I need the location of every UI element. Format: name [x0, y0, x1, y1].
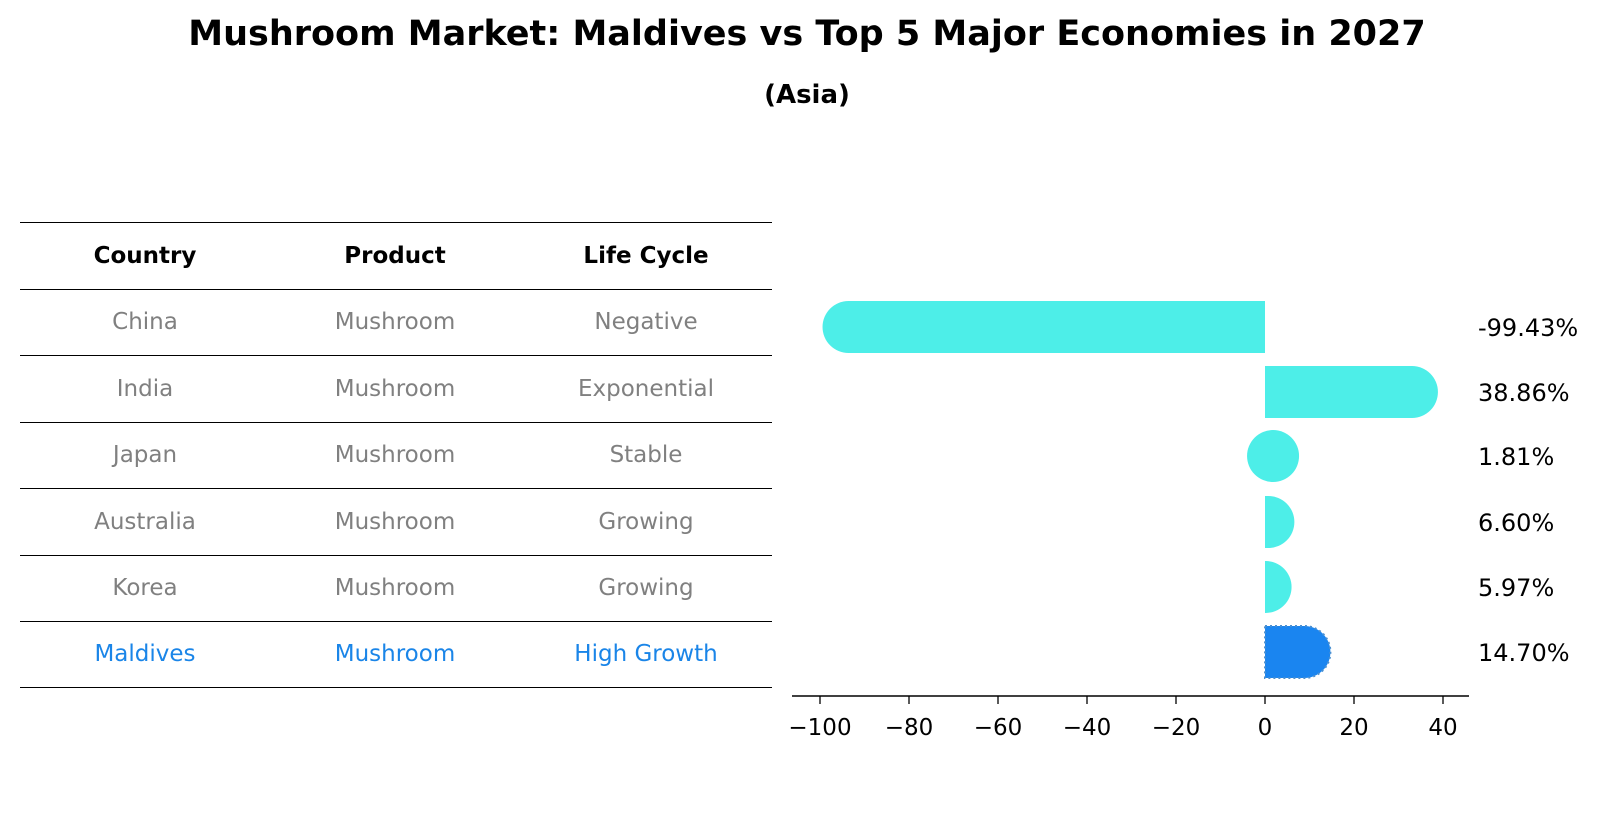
- value-label: 14.70%: [1478, 639, 1570, 667]
- life-cycle-cell: Exponential: [577, 375, 714, 402]
- bar-highlight-outline: [1264, 625, 1332, 679]
- bar-highlight: [1265, 626, 1331, 678]
- header-life-cycle: Life Cycle: [583, 242, 709, 269]
- x-tick-label: −40: [1063, 715, 1112, 741]
- product-cell: Mushroom: [334, 442, 456, 469]
- table-row: China Mushroom Negative: [20, 288, 772, 356]
- chart-title: Mushroom Market: Maldives vs Top 5 Major…: [188, 14, 1426, 54]
- table-row: Korea Mushroom Growing: [20, 554, 772, 622]
- life-cycle-cell: High Growth: [574, 641, 718, 668]
- country-cell: Maldives: [94, 641, 196, 668]
- table-row-highlight: Maldives Mushroom High Growth: [20, 621, 772, 688]
- header-country: Country: [93, 242, 197, 269]
- x-tick-label: −20: [1152, 715, 1201, 741]
- country-cell: China: [112, 309, 178, 336]
- bar: [1247, 430, 1300, 482]
- country-cell: Australia: [94, 508, 196, 535]
- value-label: 6.60%: [1478, 509, 1554, 537]
- product-cell: Mushroom: [334, 309, 456, 336]
- table-row: Japan Mushroom Stable: [20, 421, 772, 489]
- bar: [1265, 496, 1295, 548]
- life-cycle-cell: Growing: [598, 575, 694, 602]
- x-tick-label: −100: [788, 715, 851, 741]
- bar: [822, 301, 1265, 353]
- country-cell: Korea: [112, 575, 178, 602]
- market-table: Country Product Life Cycle China Mushroo…: [20, 222, 772, 688]
- table-row: Australia Mushroom Growing: [20, 488, 772, 555]
- x-tick-label: 20: [1339, 715, 1368, 741]
- header-product: Product: [344, 242, 446, 269]
- product-cell: Mushroom: [334, 375, 456, 402]
- chart-subtitle: (Asia): [764, 80, 850, 110]
- product-cell: Mushroom: [334, 575, 456, 602]
- product-cell: Mushroom: [334, 508, 456, 535]
- x-tick-label: 40: [1428, 715, 1457, 741]
- value-label: 1.81%: [1478, 443, 1554, 471]
- bar: [1265, 561, 1292, 613]
- value-label: 38.86%: [1478, 379, 1570, 407]
- table-row: India Mushroom Exponential: [20, 355, 772, 422]
- x-tick-label: −60: [974, 715, 1023, 741]
- country-cell: India: [116, 375, 174, 402]
- life-cycle-cell: Negative: [594, 309, 698, 336]
- country-cell: Japan: [112, 442, 178, 469]
- value-label: 5.97%: [1478, 574, 1554, 602]
- table-header-row: Country Product Life Cycle: [20, 222, 772, 289]
- x-tick-label: −80: [885, 715, 934, 741]
- product-cell: Mushroom: [334, 641, 456, 668]
- x-tick-label: 0: [1258, 715, 1273, 741]
- life-cycle-cell: Stable: [609, 442, 683, 469]
- value-label: -99.43%: [1478, 314, 1578, 342]
- bar: [1265, 366, 1438, 418]
- life-cycle-cell: Growing: [598, 508, 694, 535]
